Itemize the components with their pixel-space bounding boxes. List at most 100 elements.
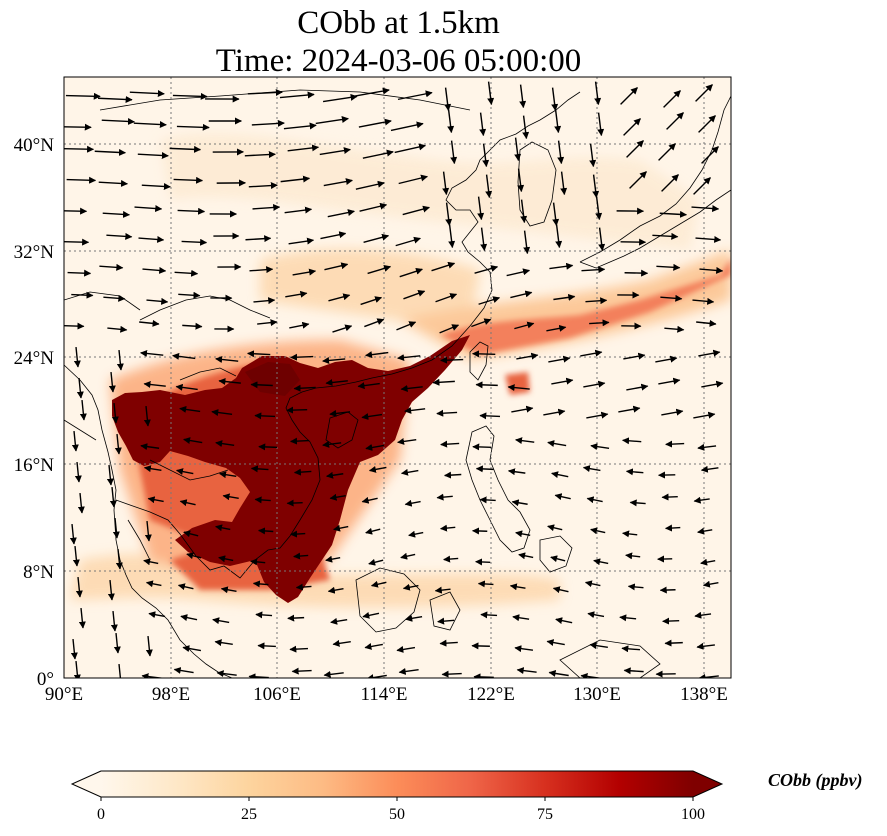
wind-arrow	[322, 93, 358, 103]
wind-arrow	[396, 321, 417, 331]
wind-arrow	[546, 639, 565, 646]
wind-arrow	[289, 645, 309, 653]
wind-arrow	[698, 349, 721, 357]
wind-arrow	[597, 112, 605, 137]
wind-arrow	[141, 182, 171, 190]
wind-arrow	[280, 175, 311, 183]
wind-arrow	[551, 471, 569, 479]
wind-arrow	[661, 174, 679, 192]
wind-arrow	[245, 235, 272, 243]
wind-arrow	[114, 433, 122, 455]
wind-arrow	[140, 443, 160, 451]
x-tick-138E: 138°E	[680, 684, 728, 705]
wind-arrow	[658, 143, 676, 161]
wind-arrow	[330, 617, 348, 625]
wind-arrow	[142, 266, 167, 274]
wind-arrow	[147, 496, 164, 504]
wind-arrow	[474, 265, 499, 274]
wind-arrow	[138, 235, 165, 243]
wind-arrow	[98, 95, 133, 103]
wind-arrow	[115, 548, 123, 570]
wind-arrow	[697, 443, 717, 451]
wind-arrow	[146, 297, 169, 305]
wind-arrow	[581, 266, 606, 274]
wind-arrow	[218, 378, 241, 386]
wind-arrow	[99, 263, 124, 271]
wind-arrow	[557, 140, 565, 165]
wind-arrow	[186, 552, 202, 560]
wind-arrow	[285, 290, 308, 298]
map-title: CObb at 1.5km Time: 2024-03-06 05:00:00	[0, 4, 797, 80]
title-line-2: Time: 2024-03-06 05:00:00	[215, 43, 582, 79]
x-tick-130E: 130°E	[573, 684, 621, 705]
wind-arrow	[623, 352, 646, 360]
wind-arrow	[288, 237, 315, 245]
wind-arrow	[219, 471, 237, 479]
wind-arrow	[555, 617, 573, 625]
wind-arrow	[368, 465, 387, 473]
wind-arrow	[370, 580, 387, 588]
wind-arrow	[405, 614, 423, 622]
wind-arrow	[399, 267, 423, 278]
wind-arrow	[436, 409, 458, 417]
wind-arrow	[442, 171, 450, 196]
wind-arrow	[554, 109, 562, 134]
wind-arrow	[94, 148, 126, 156]
wind-arrow	[287, 614, 305, 622]
wind-arrow	[279, 91, 315, 99]
wind-arrow	[143, 405, 151, 427]
wind-arrow	[437, 617, 455, 625]
wind-arrow	[357, 382, 380, 390]
wind-arrow	[293, 552, 309, 560]
wind-arrow	[444, 87, 452, 112]
wind-arrow	[73, 346, 81, 368]
wind-arrow	[172, 92, 208, 100]
wind-arrow	[145, 580, 162, 588]
wind-arrow	[257, 642, 276, 650]
wind-arrow	[137, 152, 169, 159]
wind-arrow	[555, 224, 563, 249]
y-tick-24N: 24°N	[14, 348, 55, 369]
wind-arrow	[701, 380, 724, 388]
wind-arrow	[129, 90, 165, 98]
wind-arrow	[580, 349, 603, 357]
wind-arrow	[586, 496, 603, 504]
wind-arrow	[179, 405, 201, 413]
wind-arrow	[292, 268, 317, 276]
x-tick-106E: 106°E	[253, 684, 301, 705]
wind-arrow	[696, 319, 717, 327]
wind-arrow	[254, 496, 271, 504]
wind-arrow	[516, 352, 539, 360]
wind-arrow	[485, 174, 493, 199]
wind-arrow	[506, 268, 531, 277]
colorbar-tick-25: 25	[241, 806, 257, 823]
wind-arrow	[368, 558, 384, 566]
wind-arrow	[222, 493, 239, 501]
wind-arrow	[173, 667, 194, 674]
wind-arrow	[440, 524, 456, 532]
wind-arrow	[694, 611, 712, 619]
wind-arrow	[472, 350, 496, 358]
wind-arrow	[696, 642, 715, 650]
wind-arrow	[322, 440, 342, 448]
wind-arrow	[700, 558, 716, 566]
wind-arrow	[626, 140, 644, 158]
wind-arrow	[215, 524, 231, 532]
wind-arrow	[445, 202, 453, 227]
wind-arrow	[549, 262, 574, 270]
wind-arrow	[286, 406, 308, 414]
wind-arrow	[510, 290, 533, 299]
colorbar-tick-50: 50	[389, 806, 405, 823]
wind-arrow	[514, 137, 522, 162]
wind-arrow	[250, 558, 266, 566]
wind-arrow	[665, 440, 685, 448]
wind-arrow	[361, 413, 383, 421]
wind-arrow	[698, 115, 716, 133]
wind-arrow	[215, 356, 239, 363]
wind-arrow	[176, 123, 210, 131]
wind-arrow	[663, 90, 681, 108]
wind-arrow	[517, 168, 525, 193]
wind-arrow	[660, 294, 683, 302]
wind-arrow	[560, 171, 568, 196]
wind-arrow	[326, 471, 344, 479]
